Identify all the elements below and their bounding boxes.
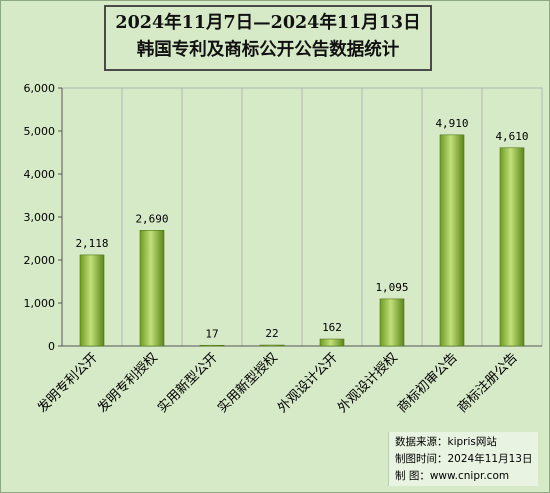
source-line: 数据来源：kipris网站	[395, 436, 497, 448]
bar	[199, 344, 225, 347]
y-tick-label: 2,000	[24, 254, 56, 267]
category-label: 实用新型公开	[154, 350, 220, 416]
y-tick-label: 1,000	[24, 297, 56, 310]
bar	[79, 254, 105, 347]
chart-title: 2024年11月7日—2024年11月13日	[115, 13, 421, 33]
chart-date-line: 制图时间：2024年11月13日	[395, 453, 533, 465]
bar	[379, 298, 405, 347]
source-info-box: 数据来源：kipris网站 制图时间：2024年11月13日 制 图：www.c…	[388, 432, 538, 486]
data-label: 2,118	[75, 237, 108, 250]
bar	[439, 134, 465, 347]
bar	[139, 230, 165, 347]
data-label: 2,690	[135, 212, 168, 225]
category-label: 实用新型授权	[214, 350, 280, 416]
category-label: 外观设计授权	[334, 350, 400, 416]
chart-maker-line: 制 图：www.cnipr.com	[395, 470, 510, 482]
y-tick-label: 4,000	[24, 168, 56, 181]
chart-title-box: 2024年11月7日—2024年11月13日 韩国专利及商标公开公告数据统计	[104, 5, 432, 71]
bars	[79, 134, 525, 347]
y-tick-label: 0	[48, 340, 55, 353]
category-label: 商标初审公告	[395, 350, 461, 416]
data-label: 162	[322, 321, 342, 334]
y-tick-label: 6,000	[24, 82, 56, 95]
y-tick-label: 3,000	[24, 211, 56, 224]
bar	[319, 338, 345, 347]
data-label: 1,095	[375, 281, 408, 294]
data-labels: 2,118 2,690 17 22 162 1,095 4,910 4,610	[75, 117, 528, 340]
data-label: 4,910	[435, 117, 468, 130]
category-label: 商标注册公告	[455, 350, 521, 416]
data-label: 4,610	[495, 130, 528, 143]
data-label: 17	[205, 327, 218, 340]
category-label: 发明专利授权	[94, 350, 160, 416]
category-label: 外观设计公开	[275, 350, 341, 416]
grid-lines	[121, 88, 483, 346]
bar	[499, 147, 525, 347]
category-labels: 发明专利公开发明专利授权实用新型公开实用新型授权外观设计公开外观设计授权商标初审…	[34, 350, 520, 416]
bar	[259, 344, 285, 347]
category-label: 发明专利公开	[34, 350, 100, 416]
chart-subtitle: 韩国专利及商标公开公告数据统计	[136, 40, 400, 60]
y-tick-label: 5,000	[24, 125, 56, 138]
data-label: 22	[265, 327, 278, 340]
